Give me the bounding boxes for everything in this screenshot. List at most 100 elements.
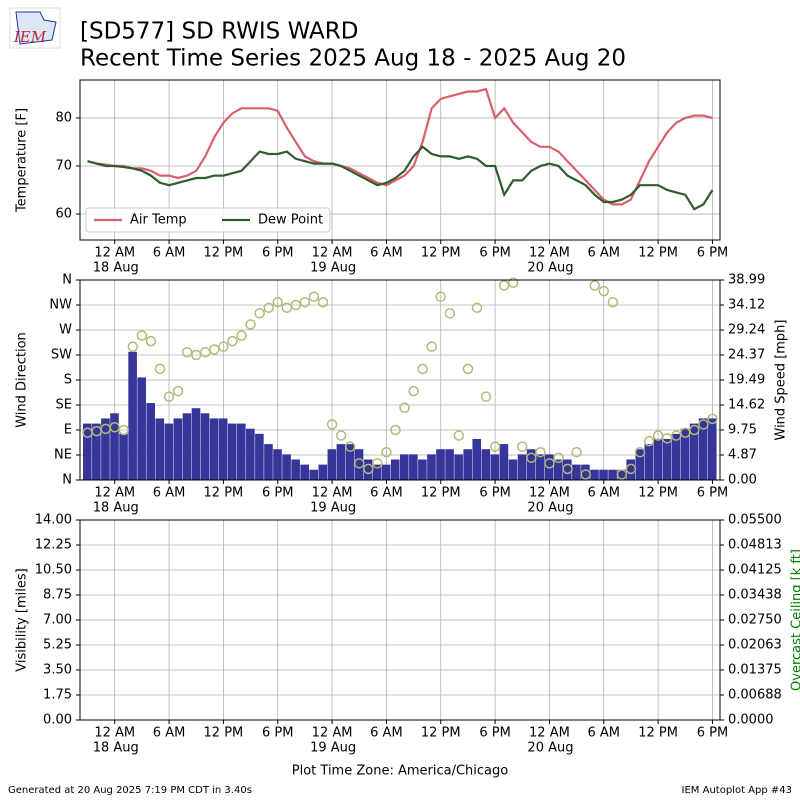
bar bbox=[282, 454, 291, 480]
x-tick-label: 12 AM bbox=[529, 726, 570, 741]
bar bbox=[128, 351, 137, 480]
bar bbox=[517, 454, 527, 480]
point bbox=[435, 291, 447, 302]
x-tick-label: 12 AM bbox=[94, 486, 135, 501]
x-date-label: 19 Aug bbox=[310, 501, 356, 516]
point bbox=[689, 424, 700, 436]
x-tick-label: 12 PM bbox=[204, 486, 244, 501]
y2-tick-label: 0.02063 bbox=[728, 638, 782, 653]
point bbox=[598, 285, 610, 297]
y-tick-label: E bbox=[64, 423, 72, 438]
point bbox=[562, 463, 573, 475]
bar bbox=[553, 459, 563, 480]
y2-axis-label: Overcast Ceiling [k ft] bbox=[790, 549, 800, 691]
point bbox=[680, 427, 691, 439]
bar bbox=[291, 459, 300, 480]
point bbox=[317, 296, 329, 308]
bar bbox=[526, 449, 536, 480]
y-tick-label: 10.50 bbox=[35, 563, 72, 578]
y2-tick-label: 0.05500 bbox=[728, 513, 782, 528]
x-tick-label: 6 AM bbox=[370, 726, 403, 741]
point bbox=[471, 302, 483, 314]
x-tick-label: 6 PM bbox=[262, 246, 293, 261]
x-axis-label: Plot Time Zone: America/Chicago bbox=[292, 764, 508, 779]
y-tick-label: 12.25 bbox=[35, 538, 72, 553]
point bbox=[172, 385, 184, 397]
x-tick-label: 6 AM bbox=[588, 246, 621, 261]
point bbox=[326, 419, 338, 430]
y-tick-label: 60 bbox=[55, 207, 72, 222]
bar bbox=[599, 469, 608, 480]
point bbox=[498, 280, 510, 291]
plot-area bbox=[83, 351, 717, 480]
x-tick-label: 12 PM bbox=[638, 246, 678, 261]
bar bbox=[363, 459, 373, 480]
bar bbox=[707, 418, 717, 480]
x-date-label: 18 Aug bbox=[93, 501, 139, 516]
x-tick-label: 12 AM bbox=[312, 486, 353, 501]
point bbox=[390, 424, 401, 436]
x-tick-label: 6 AM bbox=[370, 246, 403, 261]
bar bbox=[563, 459, 572, 480]
bar bbox=[644, 444, 654, 480]
x-tick-label: 6 PM bbox=[479, 246, 510, 261]
bar bbox=[336, 444, 346, 480]
bar bbox=[680, 428, 690, 480]
bar bbox=[354, 449, 364, 480]
bar bbox=[101, 418, 110, 480]
legend-box bbox=[85, 207, 331, 233]
point bbox=[209, 344, 220, 355]
point bbox=[634, 446, 646, 458]
y2-tick-label: 24.37 bbox=[728, 347, 765, 362]
x-tick-label: 6 PM bbox=[479, 726, 510, 741]
y-tick-label: SE bbox=[56, 398, 72, 413]
x-tick-label: 6 PM bbox=[479, 486, 510, 501]
x-tick-label: 12 PM bbox=[204, 726, 244, 741]
legend-label: Dew Point bbox=[258, 213, 323, 228]
bar bbox=[590, 469, 599, 480]
point bbox=[127, 341, 139, 352]
y2-tick-label: 0.04125 bbox=[728, 563, 782, 578]
x-tick-label: 6 AM bbox=[153, 726, 186, 741]
point bbox=[526, 452, 537, 464]
bar bbox=[472, 438, 482, 480]
y-tick-label: SW bbox=[51, 348, 72, 363]
point bbox=[453, 430, 465, 441]
bar bbox=[209, 418, 219, 480]
bar bbox=[110, 413, 119, 480]
plot-area bbox=[87, 87, 714, 211]
bar bbox=[581, 464, 590, 480]
point bbox=[426, 341, 437, 352]
bar bbox=[608, 469, 617, 480]
bar bbox=[418, 459, 427, 480]
bar bbox=[345, 444, 355, 480]
bar bbox=[671, 433, 681, 480]
bar bbox=[572, 464, 581, 480]
point bbox=[363, 463, 374, 475]
point bbox=[535, 446, 546, 458]
point bbox=[607, 296, 619, 308]
bar bbox=[318, 464, 328, 480]
y-tick-label: NE bbox=[54, 448, 72, 463]
bar bbox=[155, 418, 165, 480]
bar bbox=[119, 433, 128, 480]
bar bbox=[499, 444, 509, 480]
bar bbox=[327, 449, 337, 480]
y-tick-label: 1.75 bbox=[43, 688, 72, 703]
point bbox=[254, 308, 265, 319]
bar bbox=[427, 454, 436, 480]
point bbox=[145, 335, 157, 347]
x-tick-label: 12 AM bbox=[312, 726, 353, 741]
point bbox=[616, 469, 628, 480]
y2-tick-label: 29.24 bbox=[728, 323, 765, 338]
x-date-label: 19 Aug bbox=[310, 741, 356, 756]
point bbox=[661, 433, 673, 444]
y2-tick-label: 0.04813 bbox=[728, 538, 782, 553]
point bbox=[200, 346, 211, 358]
x-tick-label: 12 AM bbox=[94, 246, 135, 261]
x-date-label: 20 Aug bbox=[527, 741, 573, 756]
bar bbox=[381, 464, 391, 480]
y-tick-label: 5.25 bbox=[43, 638, 72, 653]
point bbox=[109, 421, 120, 433]
y2-tick-label: 9.75 bbox=[728, 422, 757, 437]
